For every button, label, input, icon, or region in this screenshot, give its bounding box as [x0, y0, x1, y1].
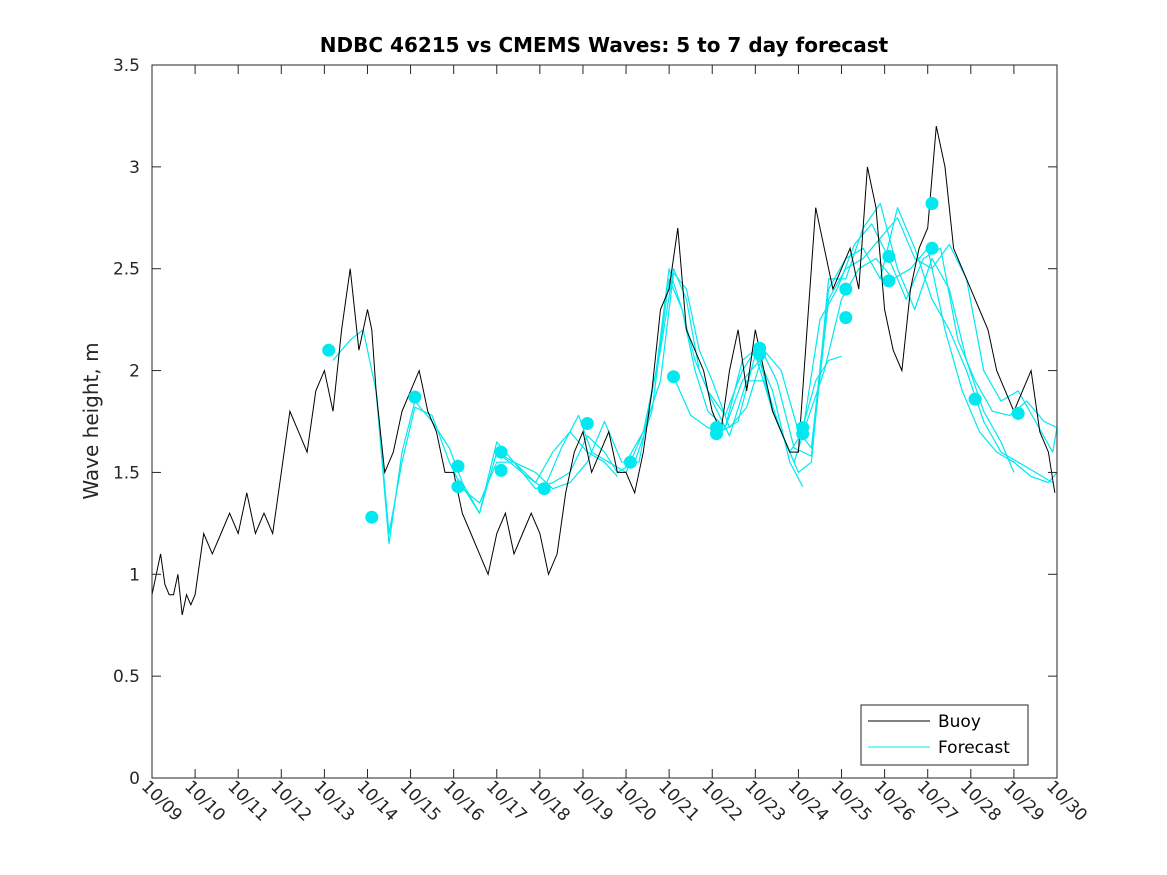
- y-tick-label: 3.5: [113, 56, 140, 76]
- forecast-marker: [1011, 406, 1025, 420]
- forecast-marker: [968, 392, 982, 406]
- marker-layer: [322, 197, 1025, 524]
- x-tick-label: 10/18: [525, 777, 574, 826]
- forecast-marker: [925, 197, 939, 210]
- x-tick-label: 10/15: [396, 777, 445, 826]
- x-tick-label: 10/21: [654, 777, 703, 826]
- forecast-line-5: [625, 202, 1015, 473]
- y-axis-label: Wave height, m: [79, 342, 103, 499]
- forecast-marker: [839, 282, 853, 296]
- forecast-marker: [365, 510, 379, 524]
- y-tick-label: 2.5: [113, 260, 140, 280]
- forecast-marker: [408, 390, 422, 404]
- y-tick-label: 3: [129, 158, 140, 178]
- y-tick-label: 0.5: [113, 667, 140, 687]
- buoy-line: [151, 125, 1056, 616]
- x-tick-label: 10/28: [956, 777, 1005, 826]
- forecast-marker: [623, 455, 637, 469]
- x-tick-label: 10/12: [266, 777, 315, 826]
- forecast-marker: [494, 463, 508, 477]
- legend-buoy-label: Buoy: [938, 712, 981, 732]
- x-tick-label: 10/09: [137, 777, 186, 826]
- forecast-marker: [753, 347, 767, 361]
- x-tick-label: 10/13: [310, 777, 359, 826]
- y-axis: 0 0.5 1 1.5 2 2.5 3 3.5: [113, 56, 1057, 789]
- x-tick-label: 10/17: [482, 777, 531, 826]
- y-tick-label: 2: [129, 362, 140, 382]
- x-tick-label: 10/16: [439, 777, 488, 826]
- forecast-marker: [882, 250, 896, 263]
- forecast-marker: [882, 274, 896, 288]
- y-tick-label: 1.5: [113, 463, 140, 483]
- axes-box: [151, 64, 1058, 779]
- forecast-marker: [796, 427, 810, 441]
- chart-title: NDBC 46215 vs CMEMS Waves: 5 to 7 day fo…: [320, 33, 889, 57]
- x-tick-label: 10/30: [1042, 777, 1091, 826]
- x-tick-label: 10/22: [697, 777, 746, 826]
- forecast-marker: [322, 343, 336, 357]
- x-tick-label: 10/10: [180, 777, 229, 826]
- forecast-marker: [839, 311, 853, 325]
- forecast-marker: [667, 370, 680, 384]
- y-tick-label: 0: [129, 769, 140, 789]
- x-tick-label: 10/29: [999, 777, 1048, 826]
- forecast-marker: [494, 445, 508, 459]
- x-tick-label: 10/14: [353, 777, 402, 826]
- forecast-marker: [710, 427, 723, 441]
- x-tick-label: 10/23: [740, 777, 789, 826]
- x-tick-label: 10/25: [827, 777, 876, 826]
- legend-forecast-label: Forecast: [938, 738, 1010, 758]
- x-tick-label: 10/27: [913, 777, 962, 826]
- forecast-line-8: [802, 355, 842, 428]
- legend: Buoy Forecast: [860, 704, 1029, 766]
- legend-box: [860, 704, 1029, 766]
- x-tick-label: 10/19: [568, 777, 617, 826]
- x-tick-label: 10/11: [223, 777, 272, 826]
- forecast-marker: [537, 482, 551, 496]
- x-tick-label: 10/20: [611, 777, 660, 826]
- y-tick-label: 1: [129, 565, 140, 585]
- buoy-layer: [151, 125, 1056, 616]
- x-tick-label: 10/24: [784, 777, 833, 826]
- forecast-marker: [451, 480, 465, 494]
- x-tick-label: 10/26: [870, 777, 919, 826]
- forecast-marker: [451, 459, 465, 473]
- forecast-marker: [925, 241, 939, 255]
- forecast-marker: [580, 417, 594, 430]
